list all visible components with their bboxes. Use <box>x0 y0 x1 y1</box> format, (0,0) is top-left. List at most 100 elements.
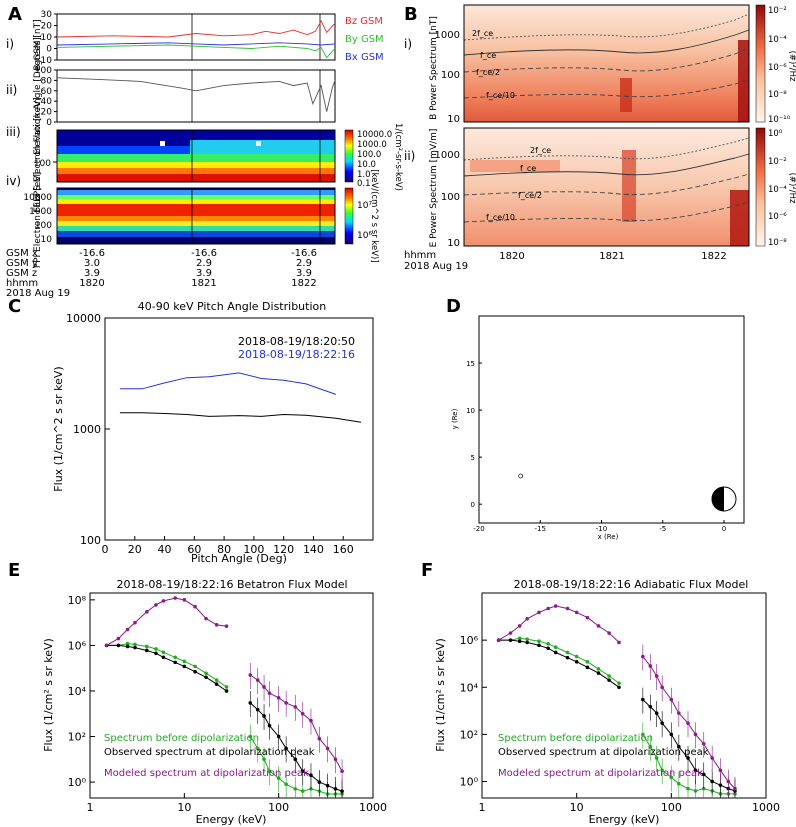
y-tick-label: 100 <box>35 66 52 76</box>
panel-e: 2018-08-19/18:22:16 Betatron Flux Model … <box>42 578 387 826</box>
x-axis-label: hhmm <box>404 250 436 261</box>
cell: 3.9 <box>196 268 212 279</box>
sub-label: i) <box>404 37 412 51</box>
x-axis-label: 2018 Aug 19 <box>404 261 468 272</box>
sub-label: ii) <box>6 83 17 97</box>
curve-fce-half <box>463 173 750 196</box>
series-line <box>119 412 362 423</box>
heatmap-band <box>57 162 335 168</box>
x-tick-label: 1 <box>87 801 94 814</box>
data-point <box>607 631 611 635</box>
data-point <box>565 650 570 655</box>
y-tick-label: 0 <box>46 45 52 55</box>
x-axis-label: Energy (keV) <box>589 813 660 826</box>
x-tick-label: 1 <box>479 801 486 814</box>
data-point <box>574 660 579 664</box>
axes: -20 -15 -10 -5 0 0 5 10 15 <box>466 360 726 533</box>
y-axis-label: FPI Electron Flux [eV] <box>33 172 43 268</box>
data-point <box>537 643 541 648</box>
earth-night-side <box>712 487 724 511</box>
heatmap-band <box>57 226 335 231</box>
y-tick-label: 10⁰ <box>68 776 87 789</box>
data-gap <box>160 141 165 146</box>
data-point <box>133 620 137 625</box>
legend-entry: Spectrum before dipolarization <box>498 733 653 744</box>
legend-entry: Modeled spectrum at dipolarization peak <box>498 768 703 779</box>
x-tick-label: 1000 <box>359 801 387 814</box>
series-line-low-energy <box>106 644 227 692</box>
x-tick-label: 1820 <box>499 251 524 262</box>
plot-frame <box>89 592 374 799</box>
heatmap-band <box>190 140 335 154</box>
curve-label: f_ce/2 <box>518 191 542 200</box>
y-tick-label: 10² <box>68 731 86 744</box>
x-tick-label: 100 <box>268 801 289 814</box>
series-line-elevation <box>56 77 336 112</box>
data-point <box>517 639 522 644</box>
y-axis-label: B Power Spectrum [nT] <box>429 16 439 120</box>
panel-f: 2018-08-19/18:22:16 Adiabatic Flux Model… <box>434 578 780 826</box>
data-point <box>607 678 611 682</box>
y-tick-label: 10000 <box>23 193 52 203</box>
series-lines <box>496 604 737 798</box>
panel-label-f: F <box>421 560 433 581</box>
data-point <box>224 689 229 693</box>
panel-b-i: i) B Power Spectrum [nT] 2f_ce f_ce f_ce… <box>404 4 796 125</box>
data-point <box>585 665 590 670</box>
x-tick-label: 1822 <box>701 251 726 262</box>
y-tick-label: 10⁴ <box>68 685 87 698</box>
data-point <box>133 642 137 647</box>
row-label: GSM y <box>6 258 38 269</box>
legend-entry: Observed spectrum at dipolarization peak <box>104 747 315 758</box>
sub-label: iii) <box>6 125 21 139</box>
series-lines <box>56 19 336 59</box>
x-tick-label: 140 <box>303 543 324 556</box>
panel-a-axis-table: GSM x GSM y GSM z hhmm 2018 Aug 19 -16.6… <box>6 248 317 299</box>
chart-title: 2018-08-19/18:22:16 Adiabatic Flux Model <box>514 578 749 591</box>
curve-fce-tenth <box>463 201 750 223</box>
plot-frame <box>56 129 336 183</box>
panel-a-iv: iv) FPI Electron Flux [eV] 10000 1000 10… <box>6 169 379 268</box>
data-point <box>585 615 590 620</box>
x-axis-label: Energy (keV) <box>196 813 267 826</box>
y-tick-label: 30 <box>41 10 53 20</box>
series-line-low-energy <box>106 597 227 646</box>
data-point <box>204 671 208 676</box>
data-point <box>596 667 601 671</box>
heatmap-band <box>57 231 335 237</box>
data-point <box>214 623 219 627</box>
data-point <box>182 598 187 602</box>
data-point <box>607 674 611 678</box>
row-label: hhmm <box>6 278 38 289</box>
x-tick-label: 1821 <box>599 251 624 262</box>
colorbar <box>755 4 766 123</box>
chart-title: 40-90 keV Pitch Angle Distribution <box>138 300 327 313</box>
y-tick-label: 10 <box>447 238 460 249</box>
colorbar-ticks: 10000.0 1000.0 100.0 10.0 1.0 0.1 <box>357 130 392 189</box>
colorbar <box>344 187 354 245</box>
axes: 1 10 100 1000 10⁰ 10² 10⁴ 10⁶ 10⁸ <box>68 594 387 814</box>
x-tick-label: 100 <box>243 543 264 556</box>
colorbar-tick-label: 10⁻⁸ <box>768 90 787 100</box>
colorbar-tick-label: 10⁻⁶ <box>768 63 787 73</box>
data-point <box>182 664 187 669</box>
series-lines <box>56 77 336 112</box>
y-axis-label: B-GSM [nT] <box>33 19 43 70</box>
plot-frame <box>56 13 336 61</box>
cell: 1821 <box>191 278 216 289</box>
data-point <box>125 627 130 632</box>
data-gap <box>256 141 261 146</box>
y-tick-label: 100 <box>441 70 460 81</box>
data-point <box>116 636 121 641</box>
panel-c: 40-90 keV Pitch Angle Distribution 0 20 40… <box>52 300 374 565</box>
spectrogram-feature <box>620 78 632 112</box>
x-tick-label: 40 <box>158 543 172 556</box>
curve-fce-tenth <box>463 79 750 99</box>
panel-label-a: A <box>8 4 22 25</box>
legend-entry: 2018-08-19/18:20:50 <box>238 335 355 348</box>
x-tick-label: 20 <box>128 543 142 556</box>
data-point <box>585 660 590 664</box>
panel-label-e: E <box>8 560 20 581</box>
cell: 3.0 <box>84 258 100 269</box>
y-axis-label: Flux (1/cm² s sr keV) <box>434 638 447 752</box>
